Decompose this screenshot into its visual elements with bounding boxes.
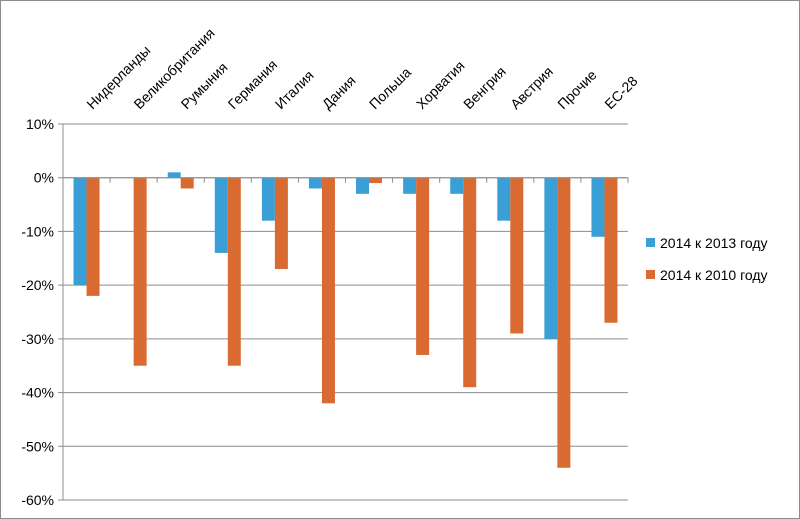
category-label: Германия [225,56,281,112]
y-tick-label: -20% [21,277,54,293]
category-label: Прочие [554,67,600,113]
y-axis-ticks: 10% 0% -10% -20% -30% -40% -50% -60% [21,116,63,508]
category-label: Великобритания [130,25,217,112]
y-tick-label: 0% [34,170,54,186]
bar-s2 [510,177,524,334]
bar-s1 [356,177,370,194]
bar-s2 [416,177,430,355]
bar-s1 [450,177,464,194]
legend-label: 2014 к 2013 году [660,235,768,251]
legend-swatch [646,270,655,279]
category-label: ЕС-28 [601,73,641,113]
bar-s2 [604,177,618,323]
bar-s2 [133,177,147,366]
bar-s2 [180,177,194,189]
category-labels: НидерландыВеликобританияРумынияГерманияИ… [83,25,640,112]
bar-s1 [73,177,87,286]
bar-s1 [591,177,605,237]
bar-s1 [308,177,322,189]
category-label: Италия [272,67,317,112]
bars [73,172,618,468]
bar-s1 [497,177,511,221]
legend-swatch [646,238,655,247]
bar-s2 [557,177,571,468]
bar-s1 [167,172,181,178]
bar-s1 [544,177,558,339]
y-tick-label: -30% [21,331,54,347]
bar-s2 [463,177,477,388]
category-label: Австрия [507,63,556,112]
bar-s2 [369,177,383,184]
y-tick-label: 10% [26,116,54,132]
bar-s2 [86,177,100,296]
bar-s2 [321,177,335,404]
bar-s2 [227,177,241,366]
y-tick-label: -10% [21,223,54,239]
legend: 2014 к 2013 году 2014 к 2010 году [646,235,768,283]
y-tick-label: -60% [21,492,54,508]
category-label: Хорватия [413,57,468,112]
category-label: Дания [319,72,359,112]
category-label: Венгрия [460,63,509,112]
gridlines [62,123,629,501]
bar-s2 [274,177,288,270]
category-label: Польша [366,64,414,112]
legend-label: 2014 к 2010 году [660,267,768,283]
bar-s1 [261,177,275,221]
bar-s1 [214,177,228,253]
y-tick-label: -40% [21,385,54,401]
bar-s1 [403,177,417,194]
y-tick-label: -50% [21,438,54,454]
